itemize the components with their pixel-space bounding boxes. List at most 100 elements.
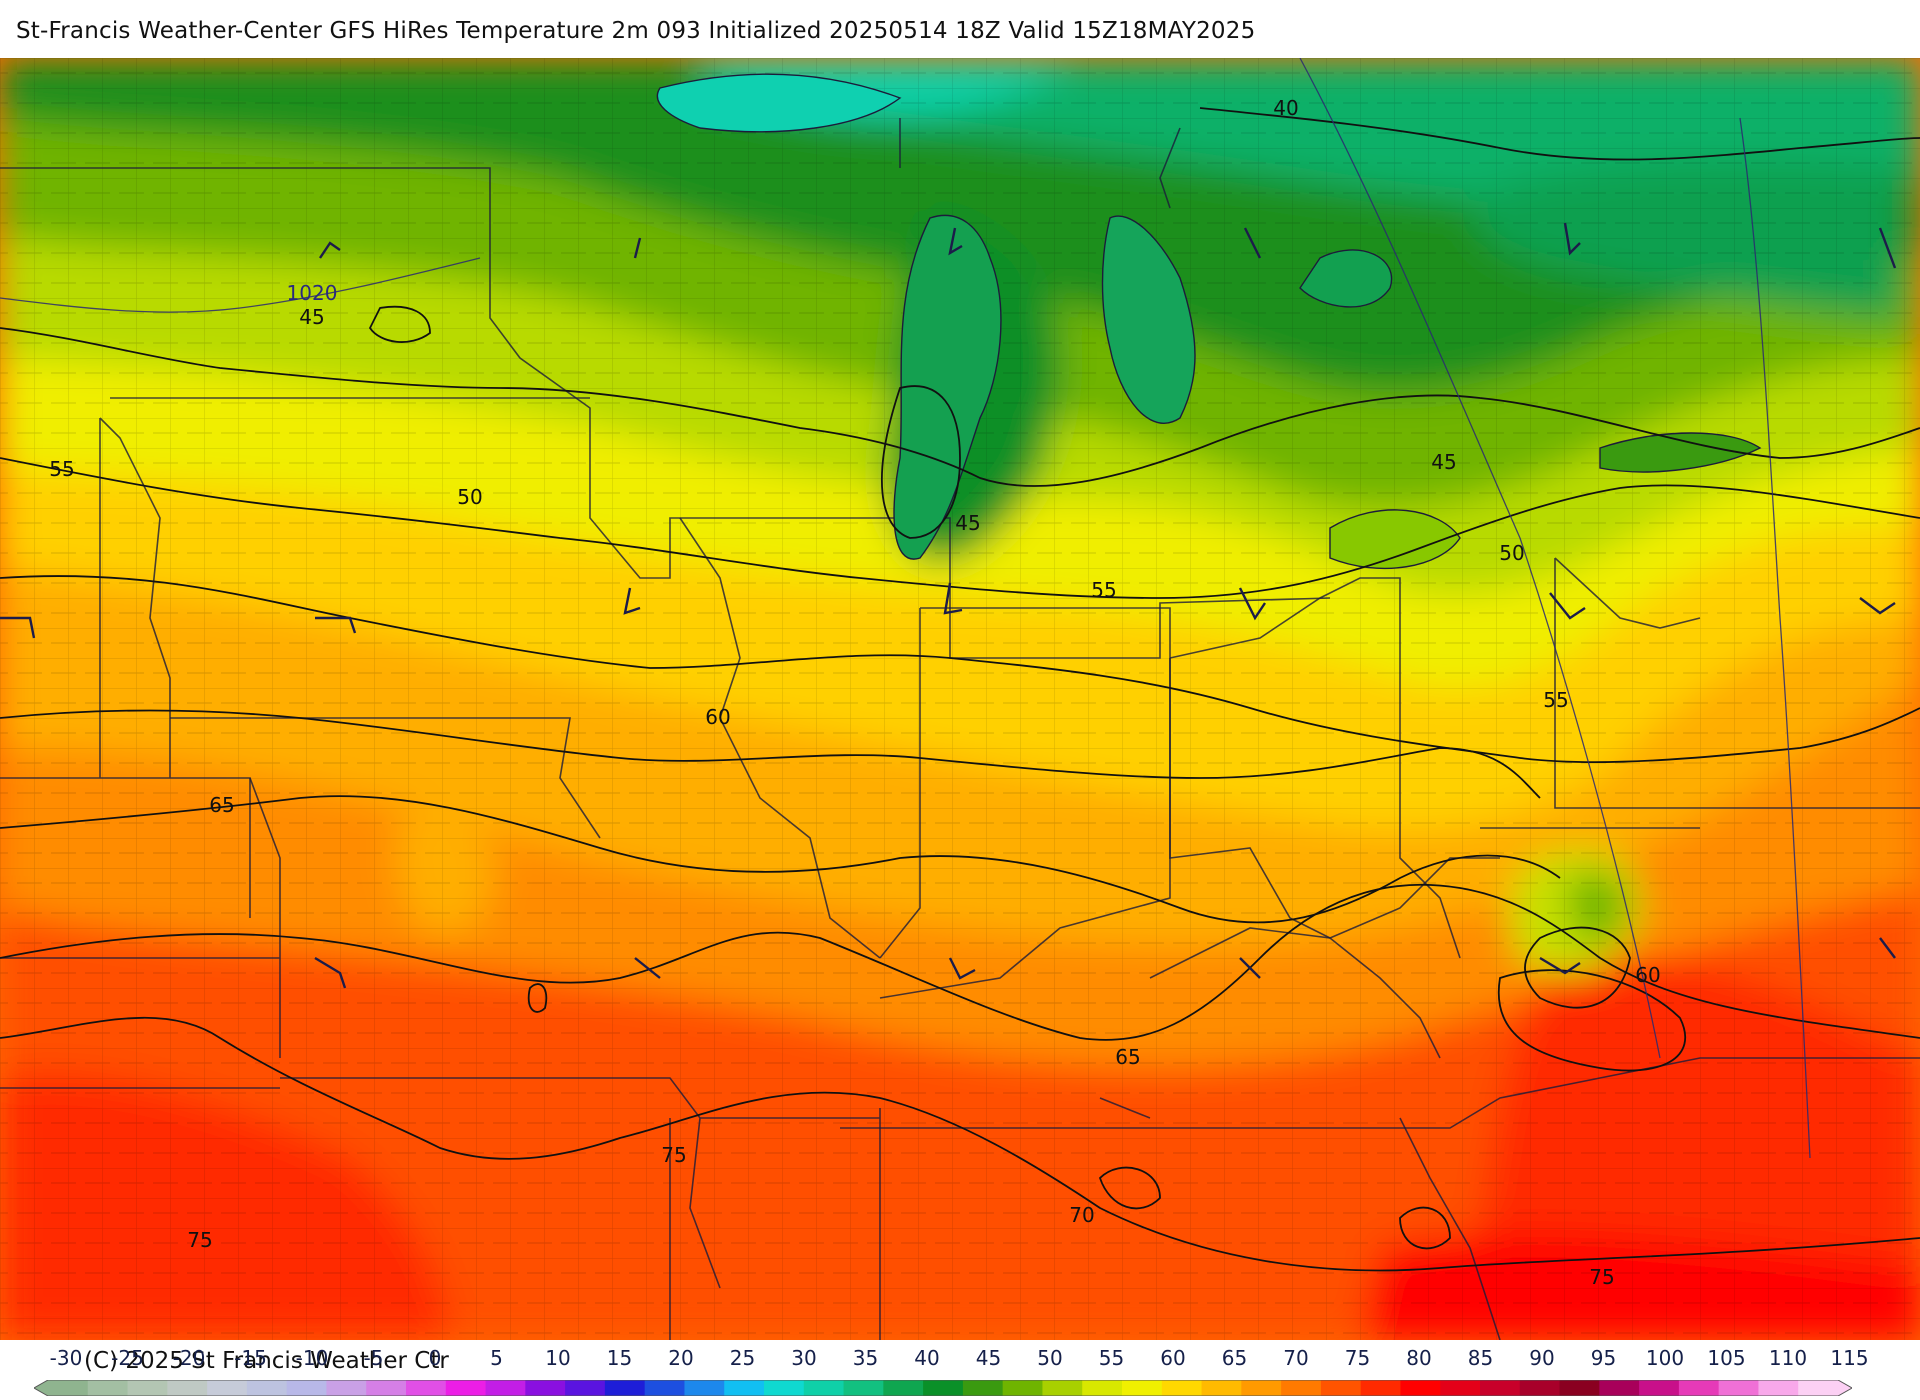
color-scale-tick-label: 30 [791,1346,817,1370]
color-scale-tick-label: 35 [852,1346,879,1370]
color-scale-segment [1320,1380,1362,1396]
color-scale-segment [1002,1380,1044,1396]
contour-label: 65 [1115,1045,1140,1069]
isotherms [0,107,1920,1272]
contour-label: 40 [1273,96,1298,120]
contour-label: 75 [1589,1265,1614,1289]
contour-label: 50 [457,485,482,509]
color-scale-tick-label: 110 [1768,1346,1808,1370]
color-scale-min-arrow [34,1380,48,1396]
color-scale-segment [1559,1380,1600,1396]
color-scale-segment [843,1380,884,1396]
color-scale-tick-label: 100 [1645,1346,1685,1370]
color-scale-segment [684,1380,725,1396]
color-scale-segment [326,1380,367,1396]
color-scale-tick-label: -20 [172,1346,206,1370]
isobars [0,58,1811,1159]
contour-label: 45 [955,511,980,535]
color-scale-segment [764,1380,805,1396]
color-scale-tick-label: 60 [1160,1346,1186,1370]
pressure-label: 1020 [287,281,338,305]
temperature-map: 40 45 45 45 50 50 55 55 55 60 60 65 65 7… [0,58,1920,1340]
color-scale-tick-label: 95 [1590,1346,1617,1370]
contour-label: 65 [209,793,234,817]
color-scale-segment [286,1380,328,1396]
color-scale-segment [1718,1380,1760,1396]
contour-label: 50 [1499,541,1524,565]
color-scale-tick-label: 0 [428,1346,442,1370]
color-scale-segment [1519,1380,1561,1396]
color-scale-bar [32,1379,1854,1397]
color-scale-segment [1082,1380,1123,1396]
color-scale-segment [1758,1380,1799,1396]
color-scale-tick-label: 85 [1467,1346,1494,1370]
color-scale-segment [1798,1380,1839,1396]
color-scale-tick-label: 10 [545,1346,571,1370]
color-scale-segment [207,1380,248,1396]
color-scale-segment [1360,1380,1402,1396]
contour-label: 45 [299,305,324,329]
color-scale-segment [246,1380,288,1396]
color-scale-segment [1480,1380,1521,1396]
color-scale-tick-label: -10 [295,1346,329,1370]
contour-label: 55 [1091,578,1116,602]
color-scale-segment [1201,1380,1242,1396]
color-scale-segment [87,1380,129,1396]
color-scale-tick-label: 40 [914,1346,940,1370]
color-scale-segment [167,1380,208,1396]
color-scale-segment [724,1380,765,1396]
color-scale-segment [644,1380,686,1396]
color-scale-segment [525,1380,566,1396]
color-scale-segment [962,1380,1004,1396]
color-scale-tick-label: 90 [1529,1346,1555,1370]
color-scale-tick-label: 45 [975,1346,1002,1370]
color-scale-tick-label: -5 [363,1346,384,1370]
color-scale-tick-label: 20 [668,1346,694,1370]
great-lakes [656,73,1762,570]
color-scale-segment [127,1380,168,1396]
color-scale-tick-label: 50 [1037,1346,1063,1370]
color-scale-segment [1281,1380,1322,1396]
contour-label: 75 [661,1143,686,1167]
color-scale-tick-label: 70 [1283,1346,1309,1370]
color-scale-segment [1042,1380,1083,1396]
map-title: St-Francis Weather-Center GFS HiRes Temp… [16,18,1256,44]
color-scale-segment [366,1380,407,1396]
color-scale-tick-label: -30 [49,1346,83,1370]
color-scale-segment [604,1380,646,1396]
color-scale-segment [803,1380,845,1396]
copyright-text: (C) 2025 St Francis Weather Ctr [84,1348,449,1374]
color-scale-segment [1639,1380,1680,1396]
color-scale-segment [406,1380,447,1396]
color-scale-max-arrow [1838,1380,1852,1396]
color-scale-tick-label: -15 [234,1346,267,1370]
color-scale-segment [1122,1380,1163,1396]
contour-label: 55 [1543,688,1568,712]
color-scale-segment [923,1380,964,1396]
state-borders [0,118,1920,1340]
color-scale-tick-label: 55 [1098,1346,1125,1370]
color-scale-segment [1678,1380,1720,1396]
contour-label: 60 [1635,963,1660,987]
color-scale-segment [565,1380,606,1396]
wind-barbs [0,222,1897,989]
color-scale-tick-label: 25 [729,1346,756,1370]
color-scale-segment [1241,1380,1282,1396]
contour-label: 75 [187,1228,212,1252]
color-scale-tick-label: 115 [1830,1346,1869,1370]
color-scale-tick-label: 105 [1707,1346,1746,1370]
color-scale-tick-label: 80 [1406,1346,1432,1370]
contour-labels: 40 45 45 45 50 50 55 55 55 60 60 65 65 7… [49,96,1660,1289]
color-scale-segment [883,1380,924,1396]
color-scale-segment [48,1380,89,1396]
color-scale-segment [1161,1380,1203,1396]
color-scale-tick-label: 65 [1221,1346,1248,1370]
color-scale-labels: -30 -25 -20 -15 -10 -5 0 5 10 15 20 25 30 35 40 45 50 55 6… [0,1340,1920,1372]
color-scale-tick-label: -25 [111,1346,144,1370]
contour-label: 70 [1069,1203,1094,1227]
color-scale-tick-label: 15 [606,1346,633,1370]
contour-label: 60 [705,705,730,729]
color-scale-segment [1400,1380,1441,1396]
color-scale-segment [1440,1380,1481,1396]
color-scale-tick-label: 75 [1344,1346,1371,1370]
